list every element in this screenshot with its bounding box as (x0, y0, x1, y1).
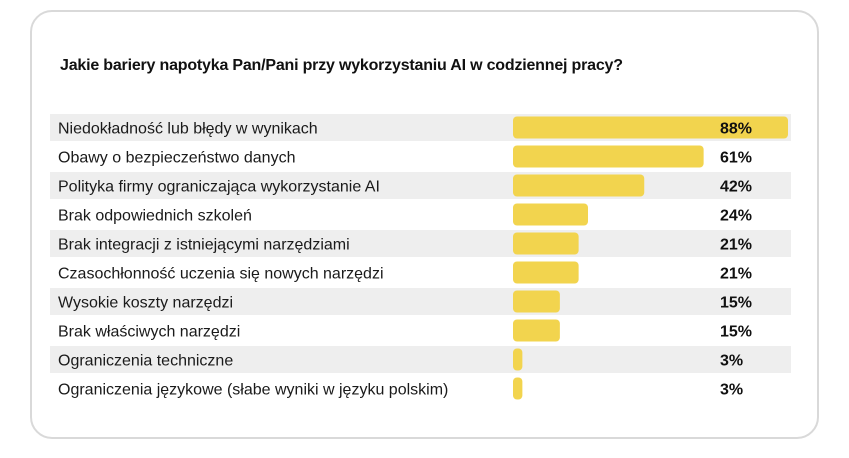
category-label: Niedokładność lub błędy w wynikach (58, 121, 318, 138)
value-label: 21% (720, 237, 752, 254)
value-label: 3% (720, 353, 743, 370)
bar (513, 116, 788, 139)
bar (513, 290, 560, 313)
bar (513, 174, 645, 197)
bar (513, 232, 579, 255)
category-label: Polityka firmy ograniczająca wykorzystan… (58, 179, 380, 196)
category-label: Wysokie koszty narzędzi (58, 295, 233, 312)
category-label: Brak odpowiednich szkoleń (58, 208, 252, 225)
category-label: Brak właściwych narzędzi (58, 324, 240, 341)
value-label: 61% (720, 150, 752, 167)
bar (513, 348, 523, 371)
row-stripe (50, 346, 791, 373)
bar (513, 319, 560, 342)
bar (513, 261, 579, 284)
category-label: Ograniczenia językowe (słabe wyniki w ję… (58, 382, 448, 399)
value-label: 15% (720, 324, 752, 341)
category-label: Czasochłonność uczenia się nowych narzęd… (58, 266, 384, 283)
chart-title: Jakie bariery napotyka Pan/Pani przy wyk… (60, 57, 623, 74)
value-label: 24% (720, 208, 752, 225)
value-label: 15% (720, 295, 752, 312)
category-label: Obawy o bezpieczeństwo danych (58, 150, 295, 167)
category-label: Ograniczenia techniczne (58, 353, 233, 370)
row-stripe (50, 230, 791, 257)
value-label: 42% (720, 179, 752, 196)
value-label: 3% (720, 382, 743, 399)
value-label: 21% (720, 266, 752, 283)
row-stripe (50, 172, 791, 199)
category-label: Brak integracji z istniejącymi narzędzia… (58, 237, 350, 254)
bar (513, 203, 588, 226)
value-label: 88% (720, 121, 752, 138)
bar (513, 377, 523, 400)
bar (513, 145, 704, 168)
row-stripe (50, 288, 791, 315)
